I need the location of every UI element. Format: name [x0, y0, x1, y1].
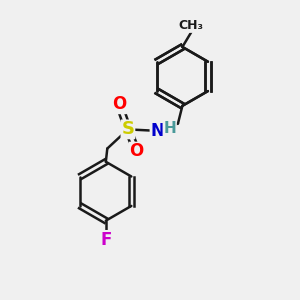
Text: N: N	[150, 122, 164, 140]
Text: O: O	[112, 95, 126, 113]
Text: H: H	[164, 121, 176, 136]
Text: S: S	[122, 120, 134, 138]
Text: F: F	[100, 231, 112, 249]
Text: CH₃: CH₃	[179, 19, 204, 32]
Text: O: O	[130, 142, 144, 160]
